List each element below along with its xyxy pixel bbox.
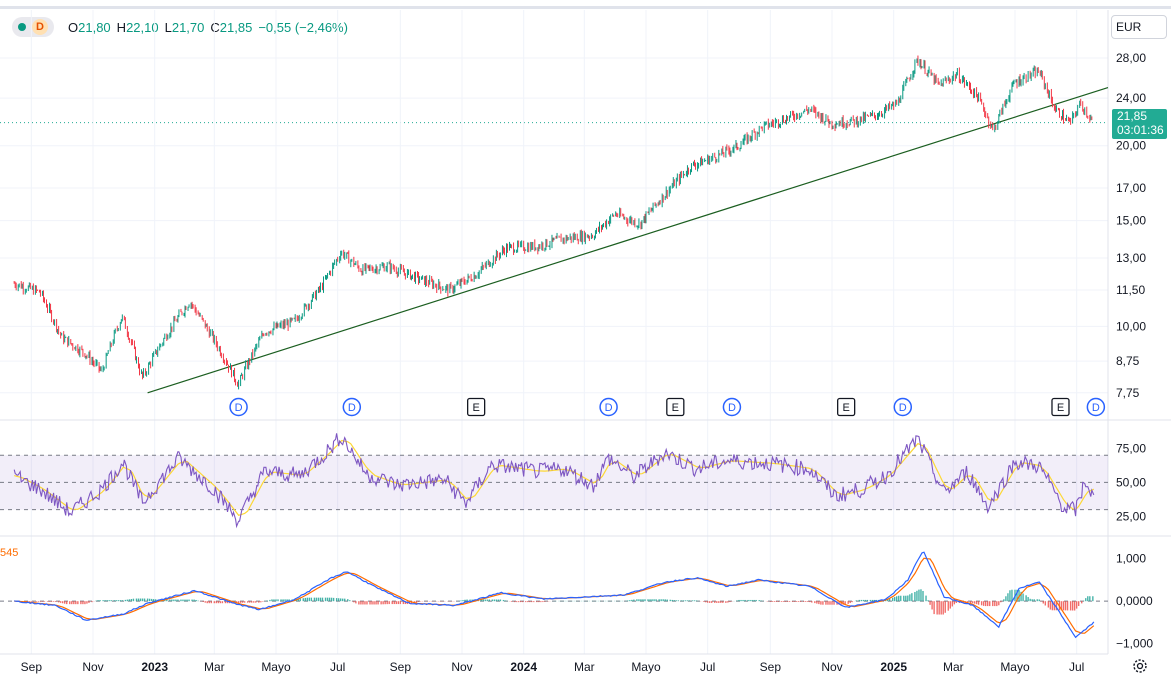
earnings-marker-label: E bbox=[672, 402, 679, 414]
dividend-marker-label: D bbox=[605, 402, 613, 414]
time-tick-label: 2025 bbox=[880, 660, 907, 674]
rsi-tick-label: 50,00 bbox=[1116, 475, 1146, 489]
dividend-marker-label: D bbox=[728, 402, 736, 414]
top-toolbar-strip bbox=[0, 6, 1171, 9]
time-tick-label: Sep bbox=[390, 660, 412, 674]
dividend-marker bbox=[599, 397, 618, 417]
rsi-tick-label: 25,00 bbox=[1116, 509, 1146, 523]
dividend-marker-label: D bbox=[348, 402, 356, 414]
dividend-marker bbox=[722, 397, 742, 417]
time-tick-label: Mayo bbox=[1000, 660, 1030, 674]
price-tick-label: 7,75 bbox=[1116, 386, 1140, 400]
earnings-marker bbox=[666, 397, 685, 417]
currency-selector[interactable]: EUR bbox=[1111, 15, 1167, 39]
price-tick-label: 28,00 bbox=[1116, 51, 1146, 65]
price-axes: 28,00 24,00 20,00 17,00 15,00 13,00 11,50 10,00… bbox=[1116, 51, 1153, 651]
rsi-line bbox=[13, 433, 1095, 529]
time-tick-label: Sep bbox=[21, 660, 43, 674]
macd-tick-label: 1,000 bbox=[1116, 552, 1146, 566]
grid-lines bbox=[0, 10, 1108, 654]
time-tick-label: Mar bbox=[943, 660, 964, 674]
earnings-marker bbox=[467, 397, 486, 417]
time-tick-label: 2023 bbox=[141, 660, 168, 674]
macd-label: 545 bbox=[0, 547, 19, 559]
dividend-marker bbox=[342, 397, 362, 417]
time-tick-label: Mar bbox=[574, 660, 595, 674]
price-tick-label: 24,00 bbox=[1116, 91, 1146, 105]
price-tick-label: 11,50 bbox=[1116, 283, 1145, 297]
macd-pane bbox=[0, 551, 1108, 639]
dividend-marker-label: D bbox=[235, 402, 243, 414]
time-axis: Sep Nov 2023 Mar Mayo Jul Sep Nov 2024 Mar Mayo Jul… bbox=[21, 660, 1085, 674]
time-tick-label: Mayo bbox=[631, 660, 661, 674]
gear-icon[interactable] bbox=[1131, 657, 1149, 675]
time-tick-label: Mar bbox=[204, 660, 225, 674]
earnings-marker bbox=[837, 397, 856, 417]
interval-pill[interactable]: D bbox=[12, 17, 54, 37]
candles bbox=[13, 55, 1093, 390]
macd-tick-label: 0,0000 bbox=[1116, 594, 1153, 608]
market-status-icon bbox=[18, 23, 26, 31]
high-value: H22,10 bbox=[116, 19, 159, 35]
dividend-marker-label: D bbox=[1092, 402, 1100, 414]
price-tick-label: 15,00 bbox=[1116, 214, 1146, 228]
pane-separators bbox=[0, 10, 1171, 655]
ohlc-values: O21,80 H22,10 L21,70 C21,85 −0,55 (−2,46… bbox=[68, 20, 348, 35]
time-tick-label: Mayo bbox=[261, 660, 291, 674]
rsi-ma-line bbox=[14, 439, 1095, 516]
open-value: O21,80 bbox=[68, 19, 111, 35]
close-value: C21,85 bbox=[210, 19, 253, 35]
last-price-tag: 21,85 03:01:36 bbox=[1112, 109, 1167, 139]
time-tick-label: Nov bbox=[82, 660, 103, 674]
symbol-legend: D O21,80 H22,10 L21,70 C21,85 −0,55 (−2,… bbox=[12, 16, 348, 38]
time-tick-label: Nov bbox=[821, 660, 842, 674]
support-trendline bbox=[147, 86, 1109, 394]
price-tick-label: 8,75 bbox=[1116, 354, 1140, 368]
time-tick-label: 2024 bbox=[510, 660, 537, 674]
earnings-marker-label: E bbox=[472, 402, 479, 414]
trendline bbox=[147, 86, 1109, 394]
price-tick-label: 13,00 bbox=[1116, 251, 1146, 265]
interval-badge: D bbox=[32, 19, 48, 35]
low-value: L21,70 bbox=[164, 19, 205, 35]
macd-line bbox=[14, 551, 1095, 639]
earnings-marker-label: E bbox=[842, 402, 849, 414]
time-tick-label: Nov bbox=[451, 660, 472, 674]
dividend-marker bbox=[1086, 397, 1106, 417]
price-tick-label: 10,00 bbox=[1116, 319, 1146, 333]
time-tick-label: Jul bbox=[700, 660, 715, 674]
time-tick-label: Sep bbox=[760, 660, 782, 674]
rsi-pane bbox=[13, 433, 1095, 529]
dividend-marker bbox=[893, 397, 913, 417]
earnings-marker bbox=[1051, 397, 1070, 417]
dividend-marker-label: D bbox=[899, 402, 907, 414]
time-tick-label: Jul bbox=[330, 660, 345, 674]
bar-countdown: 03:01:36 bbox=[1117, 123, 1164, 137]
change-value: −0,55 (−2,46%) bbox=[258, 19, 348, 35]
price-tick-label: 17,00 bbox=[1116, 181, 1146, 195]
macd-tick-label: −1,000 bbox=[1116, 637, 1153, 651]
dividend-marker bbox=[229, 397, 248, 417]
price-tick-label: 20,00 bbox=[1116, 139, 1146, 153]
time-tick-label: Jul bbox=[1069, 660, 1084, 674]
rsi-tick-label: 75,00 bbox=[1116, 441, 1146, 455]
last-price: 21,85 bbox=[1117, 109, 1148, 123]
earnings-marker-label: E bbox=[1057, 402, 1064, 414]
